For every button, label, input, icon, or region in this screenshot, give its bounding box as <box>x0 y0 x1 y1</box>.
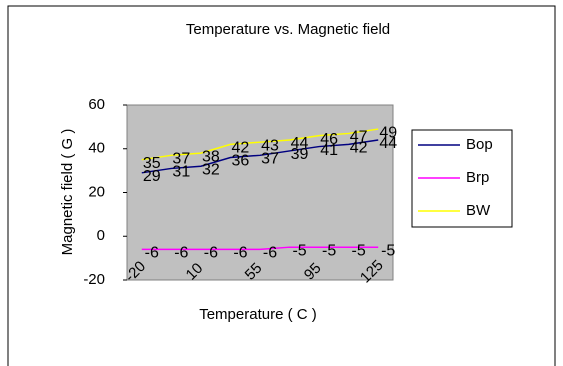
data-label: 32 <box>202 161 220 178</box>
y-tick-label: -20 <box>83 271 105 288</box>
data-label: -5 <box>322 242 336 259</box>
data-label: 42 <box>350 140 368 157</box>
data-label: -6 <box>233 245 247 262</box>
y-tick-label: 40 <box>88 140 105 157</box>
data-label: 49 <box>379 124 397 141</box>
data-label: 47 <box>350 129 368 146</box>
y-tick-label: 60 <box>88 96 105 113</box>
data-label: 42 <box>232 140 250 157</box>
data-label: 35 <box>143 155 161 172</box>
chart-title: Temperature vs. Magnetic field <box>186 21 390 38</box>
chart-border <box>7 5 556 366</box>
data-label: 41 <box>320 142 338 159</box>
data-label: 38 <box>202 148 220 165</box>
y-tick-label: 20 <box>88 183 105 200</box>
data-label: -6 <box>204 245 218 262</box>
data-label: -6 <box>174 245 188 262</box>
legend-label: Bop <box>466 136 493 153</box>
data-label: -5 <box>381 242 395 259</box>
data-label: 39 <box>291 146 309 163</box>
y-tick-label: 0 <box>97 227 105 244</box>
legend-label: Brp <box>466 169 489 186</box>
data-label: -6 <box>145 245 159 262</box>
x-axis-label: Temperature ( C ) <box>199 306 317 323</box>
data-label: -5 <box>352 242 366 259</box>
legend-label: BW <box>466 202 491 219</box>
data-label: 37 <box>261 151 279 168</box>
data-label: 43 <box>261 137 279 154</box>
data-label: 29 <box>143 168 161 185</box>
y-axis-label: Magnetic field ( G ) <box>59 129 76 256</box>
data-label: -5 <box>292 242 306 259</box>
data-label: 37 <box>172 151 190 168</box>
data-label: 46 <box>320 131 338 148</box>
data-label: 36 <box>232 153 250 170</box>
data-label: -6 <box>263 245 277 262</box>
data-label: 31 <box>172 164 190 181</box>
series-line <box>141 128 379 161</box>
series-line <box>141 246 379 251</box>
data-label: 44 <box>379 135 397 152</box>
data-label: 44 <box>291 135 309 152</box>
series-line <box>141 139 379 174</box>
